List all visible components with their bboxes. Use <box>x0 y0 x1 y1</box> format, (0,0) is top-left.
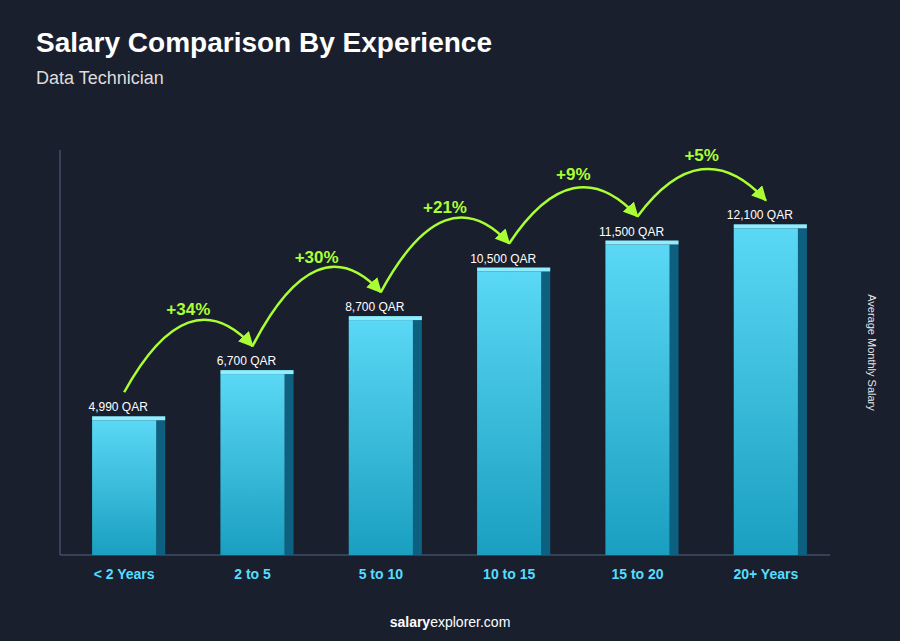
bar-top <box>92 416 165 420</box>
x-tick-label: 2 to 5 <box>234 566 271 582</box>
bar-top <box>349 316 422 320</box>
bar-side <box>156 420 165 555</box>
bar-group <box>477 268 550 556</box>
bar-group <box>605 241 678 556</box>
footer-part: salary <box>390 614 431 630</box>
growth-arrow <box>381 218 509 293</box>
bar-top <box>734 224 807 228</box>
background <box>0 0 900 641</box>
bar-top <box>220 370 293 374</box>
x-tick-label: < 2 Years <box>94 566 155 582</box>
growth-arrow <box>638 169 766 217</box>
growth-arrow <box>253 267 381 346</box>
value-label: 11,500 QAR <box>599 225 664 239</box>
bar-group <box>349 316 422 555</box>
value-label: 10,500 QAR <box>470 252 536 266</box>
bar <box>477 272 541 556</box>
value-label: 8,700 QAR <box>345 300 405 314</box>
x-tick-label: 15 to 20 <box>611 566 663 582</box>
bar-group <box>220 370 293 555</box>
growth-label: +21% <box>423 198 467 217</box>
title: Salary Comparison By Experience <box>36 27 492 58</box>
bar <box>92 420 156 555</box>
bar-group <box>734 224 807 555</box>
bar-group <box>92 416 165 555</box>
growth-label: +9% <box>556 165 591 184</box>
growth-arrow <box>509 187 637 243</box>
subtitle: Data Technician <box>36 68 164 88</box>
bar <box>734 228 798 555</box>
chart-container: Salary Comparison By Experience Data Tech… <box>0 0 900 641</box>
growth-label: +30% <box>295 248 339 267</box>
footer: salaryexplorer.com <box>390 614 511 630</box>
bar-side <box>541 272 550 556</box>
growth-label: +34% <box>166 300 210 319</box>
bar-side <box>285 374 294 555</box>
x-axis-line <box>60 555 830 556</box>
y-axis-line <box>60 150 61 555</box>
bar-side <box>798 228 807 555</box>
bar <box>605 245 669 556</box>
chart: Salary Comparison By Experience Data Tech… <box>0 0 900 641</box>
value-label: 4,990 QAR <box>88 400 148 414</box>
bar <box>220 374 284 555</box>
bar-top <box>477 268 550 272</box>
growth-label: +5% <box>684 146 719 165</box>
growth-arrow <box>124 320 252 392</box>
bar-side <box>413 320 422 555</box>
value-label: 12,100 QAR <box>727 208 793 222</box>
bar <box>349 320 413 555</box>
bar-side <box>670 245 679 556</box>
y-axis-label: Average Monthly Salary <box>866 294 878 411</box>
value-label: 6,700 QAR <box>217 354 277 368</box>
x-tick-label: 10 to 15 <box>483 566 535 582</box>
bars <box>92 224 807 555</box>
x-tick-label: 20+ Years <box>733 566 798 582</box>
x-tick-label: 5 to 10 <box>359 566 404 582</box>
bar-top <box>605 241 678 245</box>
footer-part: explorer.com <box>430 614 510 630</box>
